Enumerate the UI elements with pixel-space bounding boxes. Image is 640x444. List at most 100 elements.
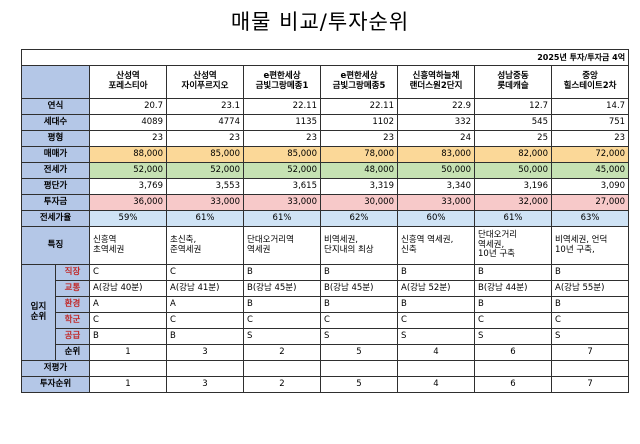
row-label: 평단가 xyxy=(21,178,90,195)
feature-text: 단대오거리 역세권, 10년 구축 xyxy=(474,226,552,265)
cell-value xyxy=(397,360,475,377)
cell-value: 23 xyxy=(243,130,321,147)
property-name: e편한세상 금빛그랑메종1 xyxy=(243,65,321,99)
feature-text: 신흥역 초역세권 xyxy=(89,226,167,265)
metric-row: 매매가 88,000 85,000 85,000 78,000 83,000 82,000 7… xyxy=(21,146,630,163)
metric-row: 평형 23 23 23 23 24 25 23 xyxy=(21,130,630,147)
cell-value: 23 xyxy=(320,130,398,147)
location-value: A(강남 55분) xyxy=(550,280,630,297)
row-label: 연식 xyxy=(21,98,90,115)
cell-value: 3,090 xyxy=(550,178,630,195)
location-value: 4 xyxy=(397,344,475,361)
location-value: S xyxy=(474,328,552,345)
rank-value: 2 xyxy=(243,376,321,393)
cell-value: 20.7 xyxy=(89,98,167,115)
property-name: 중앙 힐스테이트2차 xyxy=(550,65,630,99)
location-value: C xyxy=(166,312,244,329)
cell-value xyxy=(550,360,630,377)
cell-value xyxy=(243,360,321,377)
cell-value: 88,000 xyxy=(89,146,167,163)
comparison-table: 2025년 투자/투자금 4억 산성역 포레스티아 산성역 자이푸르지오 e편한세상 금빛그… xyxy=(20,49,630,393)
row-label: 투자순위 xyxy=(21,376,90,393)
metric-row: 연식 20.7 23.1 22.11 22.11 22.9 12.7 14.7 xyxy=(21,98,630,115)
cell-value: 61% xyxy=(243,210,321,227)
cell-value: 751 xyxy=(550,114,630,131)
location-value: A(강남 41분) xyxy=(166,280,244,297)
feature-text: 신흥역 역세권, 신축 xyxy=(397,226,475,265)
cell-value: 14.7 xyxy=(550,98,630,115)
row-label: 전세가율 xyxy=(21,210,90,227)
location-row: 교통 A(강남 40분) A(강남 41분) B(강남 45분) B(강남 45분) A(… xyxy=(22,280,630,297)
location-value: B xyxy=(550,264,630,281)
location-sub-label: 직장 xyxy=(55,264,90,281)
location-value: S xyxy=(243,328,321,345)
location-row: 입지 순위 직장 C C B B B B B xyxy=(21,264,630,361)
cell-value: 22.11 xyxy=(243,98,321,115)
location-value: 2 xyxy=(243,344,321,361)
cell-value: 30,000 xyxy=(320,194,398,211)
property-name: e편한세상 금빛그랑메종5 xyxy=(320,65,398,99)
location-value: A(강남 40분) xyxy=(89,280,167,297)
cell-value xyxy=(89,360,167,377)
cell-value: 25 xyxy=(474,130,552,147)
cell-value: 332 xyxy=(397,114,475,131)
cell-value: 45,000 xyxy=(550,162,630,179)
location-value: B(강남 45분) xyxy=(243,280,321,297)
location-value: A xyxy=(89,296,167,313)
investment-rank-row: 투자순위 1 3 2 5 4 6 7 xyxy=(21,376,630,393)
cell-value: 3,340 xyxy=(397,178,475,195)
location-value: C xyxy=(89,264,167,281)
location-value: A xyxy=(166,296,244,313)
cell-value xyxy=(166,360,244,377)
location-row: 공급 B B S S S S S xyxy=(22,328,630,345)
location-value: C xyxy=(320,312,398,329)
header-row: 산성역 포레스티아 산성역 자이푸르지오 e편한세상 금빛그랑메종1 e편한세상 금빛그랑메종… xyxy=(21,65,630,99)
location-value: C xyxy=(397,312,475,329)
cell-value: 33,000 xyxy=(397,194,475,211)
location-value: B xyxy=(320,264,398,281)
cell-value: 52,000 xyxy=(243,162,321,179)
rank-value: 6 xyxy=(474,376,552,393)
location-value: B xyxy=(243,296,321,313)
feature-text: 비역세권, 단지내의 최상 xyxy=(320,226,398,265)
cell-value: 23 xyxy=(550,130,630,147)
rank-value: 1 xyxy=(89,376,167,393)
location-value: B xyxy=(397,264,475,281)
feature-text: 단대오거리역 역세권 xyxy=(243,226,321,265)
note-row: 2025년 투자/투자금 4억 xyxy=(20,49,630,66)
cell-value: 59% xyxy=(89,210,167,227)
feature-text: 비역세권, 언덕 10년 구축, xyxy=(550,226,630,265)
rank-value: 7 xyxy=(550,376,630,393)
rank-value: 3 xyxy=(166,376,244,393)
cell-value: 48,000 xyxy=(320,162,398,179)
cell-value: 52,000 xyxy=(166,162,244,179)
location-value: 3 xyxy=(166,344,244,361)
location-sub-label: 교통 xyxy=(55,280,90,297)
cell-value: 33,000 xyxy=(166,194,244,211)
rank-value: 4 xyxy=(397,376,475,393)
cell-value: 3,769 xyxy=(89,178,167,195)
row-label: 투자금 xyxy=(21,194,90,211)
property-name: 성남중동 롯데캐슬 xyxy=(474,65,552,99)
row-label: 전세가 xyxy=(21,162,90,179)
property-name: 신흥역하늘채 랜더스원2단지 xyxy=(397,65,475,99)
cell-value: 50,000 xyxy=(474,162,552,179)
metric-row: 평단가 3,769 3,553 3,615 3,319 3,340 3,196 3,090 xyxy=(21,178,630,195)
location-value: C xyxy=(166,264,244,281)
row-label: 특징 xyxy=(21,226,90,265)
cell-value: 4089 xyxy=(89,114,167,131)
location-value: B xyxy=(474,296,552,313)
cell-value: 3,319 xyxy=(320,178,398,195)
cell-value: 62% xyxy=(320,210,398,227)
location-sub-label: 공급 xyxy=(55,328,90,345)
location-value: C xyxy=(89,312,167,329)
location-row: 학군 C C C C C C C xyxy=(22,312,630,329)
location-value: C xyxy=(474,312,552,329)
metric-row: 전세가 52,000 52,000 52,000 48,000 50,000 50,000 4… xyxy=(21,162,630,179)
location-value: S xyxy=(397,328,475,345)
location-value: 7 xyxy=(550,344,630,361)
cell-value: 72,000 xyxy=(550,146,630,163)
location-value: B xyxy=(243,264,321,281)
location-value: B xyxy=(320,296,398,313)
location-group-label: 입지 순위 xyxy=(21,264,56,361)
